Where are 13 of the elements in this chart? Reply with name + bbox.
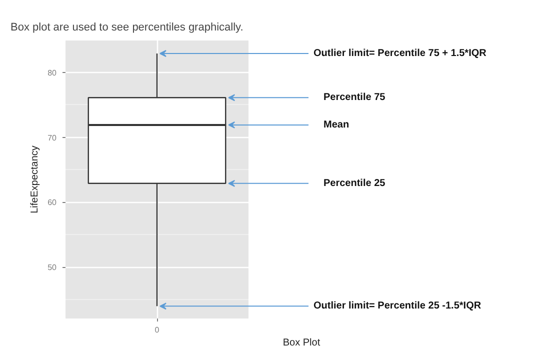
text: Percentile 25: [324, 178, 386, 189]
chart-title: Box plot are used to see percentiles graphically.: [10, 22, 244, 34]
y-tick-label: 80: [48, 68, 58, 78]
text: Mean: [324, 119, 350, 130]
y-tick-label: 50: [48, 263, 58, 272]
annotation: Outlier limit= Percentile 75 + 1.5*IQR: [314, 48, 488, 59]
y-tick-label: 60: [48, 198, 58, 208]
x-tick-label: 0: [154, 326, 160, 334]
x-axis-title: Box Plot: [282, 338, 320, 348]
annotation: Outlier limit= Percentile 25 -1.5*IQR: [314, 300, 482, 312]
y-tick-label: 70: [48, 133, 58, 142]
y-axis-title: LifeExpectancy: [30, 146, 41, 214]
text: Percentile 75: [324, 92, 386, 104]
